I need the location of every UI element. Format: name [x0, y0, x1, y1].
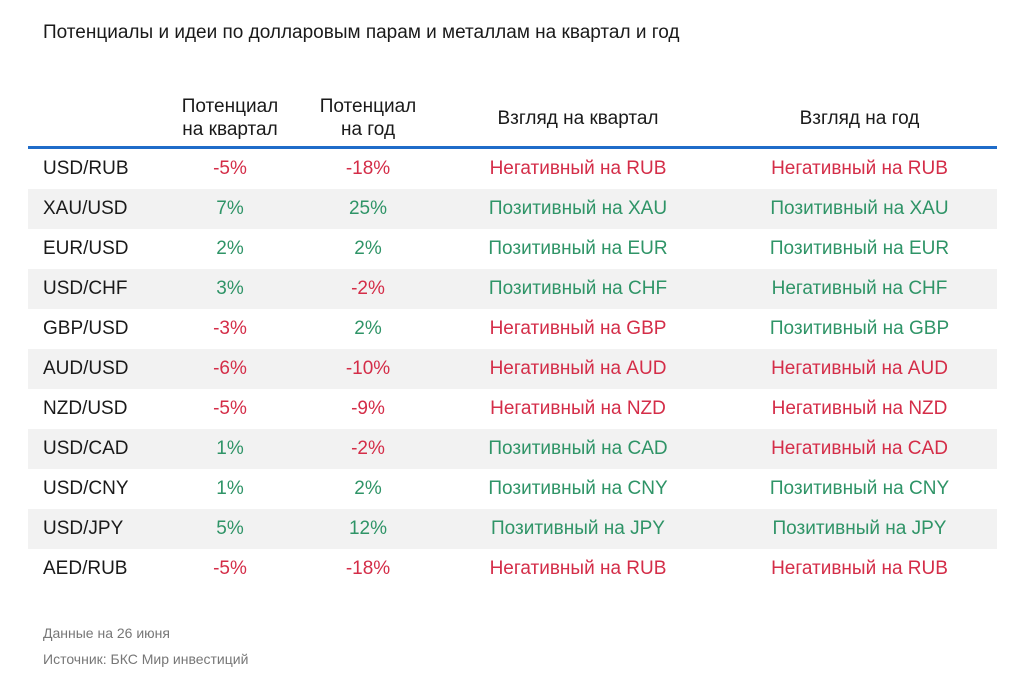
cell-view-year: Позитивный на EUR: [769, 238, 950, 259]
cell-view-year: Негативный на CHF: [771, 278, 948, 299]
cell-potential-year: -18%: [345, 558, 391, 579]
header-potential-quarter: Потенциал на квартал: [158, 95, 302, 141]
cell-pair: USD/CAD: [43, 438, 129, 459]
cell-potential-quarter: 1%: [216, 478, 244, 499]
cell-pair: AUD/USD: [43, 358, 129, 379]
cell-view-year: Негативный на RUB: [771, 158, 948, 179]
table-row: AUD/USD -6% -10% Негативный на AUD Негативны…: [28, 349, 997, 389]
cell-view-year: Позитивный на XAU: [770, 198, 949, 219]
cell-potential-quarter: -5%: [213, 558, 247, 579]
cell-view-year: Негативный на AUD: [771, 358, 948, 379]
cell-view-quarter: Позитивный на XAU: [488, 198, 668, 219]
cell-pair: EUR/USD: [43, 238, 129, 259]
table-row: GBP/USD -3% 2% Негативный на GBP Позитивный …: [28, 309, 997, 349]
table-row: EUR/USD 2% 2% Позитивный на EUR Позитивный н…: [28, 229, 997, 269]
cell-view-quarter: Позитивный на EUR: [488, 238, 668, 259]
cell-pair: USD/CHF: [43, 278, 128, 299]
cell-potential-year: -18%: [345, 158, 391, 179]
cell-pair: USD/RUB: [43, 158, 129, 179]
cell-potential-quarter: 2%: [216, 238, 244, 259]
footer-source: Источник: БКС Мир инвестиций: [43, 651, 249, 667]
cell-potential-year: -2%: [351, 278, 385, 299]
cell-view-year: Позитивный на CNY: [769, 478, 950, 499]
cell-potential-year: 2%: [354, 478, 382, 499]
table-row: AED/RUB -5% -18% Негативный на RUB Негативны…: [28, 549, 997, 589]
page-title: Потенциалы и идеи по долларовым парам и …: [43, 22, 680, 43]
cell-view-year: Позитивный на JPY: [772, 518, 947, 539]
cell-potential-year: 2%: [354, 318, 382, 339]
cell-view-quarter: Позитивный на CHF: [488, 278, 668, 299]
table-row: USD/CHF 3% -2% Позитивный на CHF Негативный …: [28, 269, 997, 309]
cell-potential-quarter: 3%: [216, 278, 244, 299]
table-header: Потенциал на квартал Потенциал на год Вз…: [28, 90, 997, 149]
cell-pair: USD/JPY: [43, 518, 124, 539]
cell-view-year: Негативный на RUB: [771, 558, 948, 579]
cell-view-quarter: Негативный на RUB: [489, 158, 667, 179]
cell-view-quarter: Негативный на GBP: [489, 318, 667, 339]
header-potential-year: Потенциал на год: [302, 95, 434, 141]
cell-potential-quarter: 5%: [216, 518, 244, 539]
header-potential-year-line1: Потенциал: [319, 96, 417, 117]
table-row: XAU/USD 7% 25% Позитивный на XAU Позитивный …: [28, 189, 997, 229]
forecast-table: Потенциал на квартал Потенциал на год Вз…: [28, 90, 997, 589]
cell-pair: AED/RUB: [43, 558, 128, 579]
cell-view-year: Позитивный на GBP: [769, 318, 950, 339]
cell-view-quarter: Позитивный на CNY: [488, 478, 668, 499]
cell-potential-quarter: -5%: [213, 398, 247, 419]
cell-potential-quarter: 1%: [216, 438, 244, 459]
header-view-year: Взгляд на год: [799, 107, 920, 129]
cell-view-quarter: Негативный на RUB: [489, 558, 667, 579]
cell-pair: NZD/USD: [43, 398, 128, 419]
table-row: USD/CAD 1% -2% Позитивный на CAD Негативный …: [28, 429, 997, 469]
header-view-quarter: Взгляд на квартал: [497, 107, 659, 129]
header-potential-quarter-line1: Потенциал: [181, 96, 279, 117]
cell-view-quarter: Негативный на AUD: [489, 358, 667, 379]
cell-potential-year: -2%: [351, 438, 385, 459]
cell-potential-year: -10%: [345, 358, 391, 379]
cell-view-quarter: Негативный на NZD: [490, 398, 666, 419]
cell-view-year: Негативный на NZD: [771, 398, 948, 419]
cell-view-quarter: Позитивный на JPY: [491, 518, 665, 539]
table-body: USD/RUB -5% -18% Негативный на RUB Негативны…: [28, 149, 997, 589]
header-potential-quarter-line2: на квартал: [182, 119, 278, 140]
cell-pair: XAU/USD: [43, 198, 128, 219]
table-row: USD/RUB -5% -18% Негативный на RUB Негативны…: [28, 149, 997, 189]
cell-view-quarter: Позитивный на CAD: [488, 438, 668, 459]
cell-potential-year: 2%: [354, 238, 382, 259]
cell-potential-quarter: -3%: [213, 318, 247, 339]
cell-potential-quarter: -6%: [213, 358, 247, 379]
header-potential-year-line2: на год: [340, 119, 396, 140]
cell-potential-year: -9%: [351, 398, 385, 419]
cell-potential-year: 25%: [348, 198, 388, 219]
table-row: USD/CNY 1% 2% Позитивный на CNY Позитивный н…: [28, 469, 997, 509]
table-row: USD/JPY 5% 12% Позитивный на JPY Позитивный …: [28, 509, 997, 549]
table-row: NZD/USD -5% -9% Негативный на NZD Негативный…: [28, 389, 997, 429]
footer-date-note: Данные на 26 июня: [43, 625, 170, 641]
cell-potential-quarter: -5%: [213, 158, 247, 179]
cell-view-year: Негативный на CAD: [771, 438, 948, 459]
cell-potential-quarter: 7%: [216, 198, 244, 219]
cell-pair: GBP/USD: [43, 318, 129, 339]
cell-potential-year: 12%: [348, 518, 388, 539]
cell-pair: USD/CNY: [43, 478, 129, 499]
